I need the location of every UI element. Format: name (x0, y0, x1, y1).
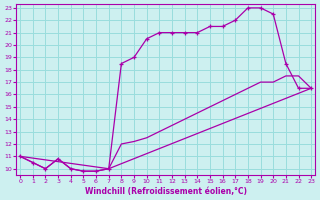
X-axis label: Windchill (Refroidissement éolien,°C): Windchill (Refroidissement éolien,°C) (85, 187, 247, 196)
